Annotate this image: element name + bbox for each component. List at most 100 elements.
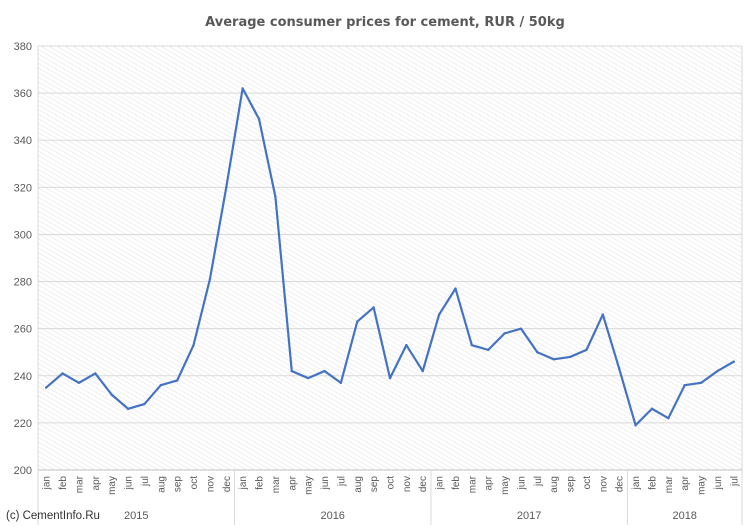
year-label: 2016	[320, 510, 344, 522]
y-axis-tick-labels: 200 220 240 260 280 300 320 340 360 380	[14, 41, 32, 477]
data-point	[536, 351, 539, 354]
credit-text: (c) CementInfo.Ru	[6, 510, 100, 522]
data-point	[732, 360, 736, 363]
x-tick-label: dec	[615, 476, 626, 492]
data-point	[241, 87, 244, 90]
x-tick-label: apr	[484, 475, 495, 490]
data-point	[208, 278, 212, 281]
x-axis: jan feb mar apr may jun jul aug sep oct nov dec jan f…	[37, 469, 743, 525]
x-tick-label: nov	[598, 476, 609, 492]
data-point	[356, 320, 359, 323]
data-point	[667, 416, 670, 420]
x-tick-label: jun	[713, 476, 724, 490]
data-point	[44, 386, 48, 389]
x-tick-label: jul	[533, 476, 544, 487]
data-point	[618, 367, 621, 370]
x-tick-label: nov	[205, 476, 216, 492]
y-tick-label: 280	[14, 277, 32, 289]
x-tick-label: may	[697, 476, 708, 495]
data-point	[126, 407, 130, 410]
plot-area	[38, 46, 742, 470]
chart-title: Average consumer prices for cement, RUR …	[205, 15, 565, 30]
x-tick-label: aug	[156, 476, 167, 493]
x-tick-label: jan	[42, 476, 53, 490]
data-point	[683, 384, 686, 387]
data-point	[470, 343, 474, 347]
y-tick-label: 240	[14, 371, 32, 383]
x-tick-label: feb	[451, 476, 462, 490]
y-tick-label: 260	[14, 324, 32, 336]
x-tick-label: may	[500, 476, 511, 495]
x-tick-label: feb	[255, 476, 266, 490]
y-tick-label: 320	[14, 182, 32, 194]
data-point	[306, 376, 310, 380]
data-point	[159, 384, 162, 387]
y-tick-label: 300	[14, 229, 32, 241]
x-tick-label: mar	[271, 475, 282, 493]
data-point	[225, 186, 228, 189]
gridlines	[37, 45, 743, 471]
x-tick-label: jan	[238, 476, 249, 490]
data-point	[568, 355, 572, 359]
data-point	[585, 348, 588, 352]
data-point	[323, 369, 326, 373]
x-tick-label: apr	[91, 475, 102, 490]
year-label: 2018	[672, 510, 696, 522]
data-point	[257, 117, 261, 121]
y-tick-label: 220	[14, 418, 32, 430]
data-point	[143, 402, 146, 406]
data-point	[487, 348, 490, 352]
x-tick-label: may	[304, 476, 315, 495]
year-label: 2017	[517, 510, 541, 522]
x-tick-label: dec	[418, 476, 429, 492]
x-tick-label: may	[107, 476, 118, 495]
x-tick-label: mar	[467, 475, 478, 493]
data-point	[192, 343, 195, 347]
x-tick-label: sep	[369, 476, 380, 493]
x-tick-label: oct	[189, 476, 200, 490]
y-tick-label: 340	[14, 135, 32, 147]
x-tick-label: apr	[287, 475, 298, 490]
data-point	[372, 306, 375, 309]
x-tick-label: jul	[140, 476, 151, 487]
data-point	[421, 369, 424, 373]
data-point	[405, 343, 408, 347]
data-point	[699, 381, 703, 385]
data-point	[634, 424, 637, 427]
x-tick-label: sep	[173, 476, 184, 493]
x-tick-label: jan	[435, 476, 446, 490]
y-tick-label: 360	[14, 88, 32, 100]
x-tick-label: oct	[582, 476, 593, 490]
data-point	[77, 381, 81, 385]
x-tick-label: jul	[729, 476, 740, 487]
data-point	[716, 369, 719, 373]
x-tick-label: jun	[320, 476, 331, 490]
data-point	[519, 327, 523, 330]
x-tick-label: jul	[336, 476, 347, 487]
data-point	[110, 393, 113, 396]
data-point	[601, 313, 605, 316]
x-tick-label: feb	[58, 476, 69, 490]
data-point	[454, 287, 457, 290]
x-tick-label: aug	[353, 476, 364, 493]
x-tick-label: aug	[549, 476, 560, 493]
x-tick-label: feb	[647, 476, 658, 490]
series-group	[44, 87, 736, 427]
data-point	[274, 195, 277, 198]
x-tick-label: jun	[516, 476, 527, 490]
data-point	[175, 379, 179, 382]
data-point	[552, 358, 555, 361]
data-point	[650, 407, 654, 410]
data-point	[503, 332, 506, 335]
x-tick-label: jan	[631, 476, 642, 490]
x-tick-label: apr	[680, 475, 691, 490]
data-point	[61, 372, 64, 375]
x-tick-label: mar	[74, 475, 85, 493]
data-point	[388, 376, 392, 380]
x-tick-label: oct	[386, 476, 397, 490]
x-tick-label: mar	[664, 475, 675, 493]
x-tick-label: sep	[566, 476, 577, 493]
x-tick-label: jun	[124, 476, 135, 490]
y-tick-label: 380	[14, 41, 32, 53]
